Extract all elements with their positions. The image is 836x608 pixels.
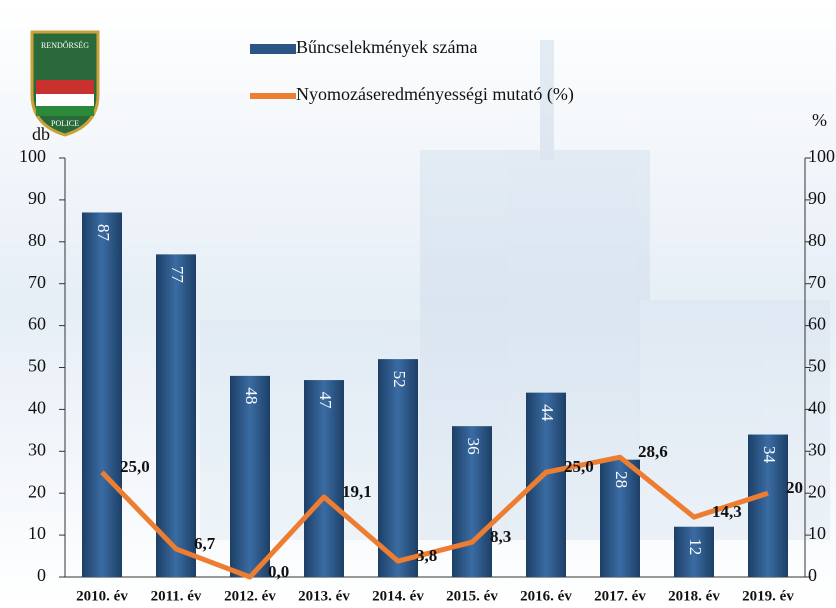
bar-label: 12	[686, 538, 705, 555]
x-tick-label: 2010. év	[76, 588, 128, 604]
bar	[304, 380, 344, 577]
data-label: 25,0	[564, 457, 594, 476]
x-tick-label: 2015. év	[446, 588, 498, 604]
bar-label: 48	[242, 387, 261, 404]
y-tick-label: 80	[28, 230, 46, 250]
y2-axis-label: %	[812, 110, 827, 130]
y2-tick-label: 30	[808, 439, 826, 459]
data-label: 3,8	[416, 546, 437, 565]
bar	[230, 375, 270, 577]
bar	[156, 254, 196, 577]
y-tick-label: 60	[28, 314, 46, 334]
y2-tick-label: 100	[808, 146, 835, 166]
data-label: 0,0	[268, 562, 289, 581]
bar	[748, 434, 788, 577]
data-label: 25,0	[120, 457, 150, 476]
y-tick-label: 0	[37, 565, 46, 585]
logo-text: POLICE	[51, 119, 79, 128]
logo-text: RENDŐRSÉG	[41, 40, 89, 50]
y-tick-label: 30	[28, 439, 46, 459]
bar-label: 52	[390, 371, 409, 388]
legend-swatch	[250, 44, 296, 54]
bar-label: 77	[168, 266, 187, 284]
y2-tick-label: 60	[808, 314, 826, 334]
legend-label: Bűncselekmények száma	[296, 37, 477, 57]
y2-tick-label: 20	[808, 481, 826, 501]
data-label: 14,3	[712, 502, 742, 521]
y-tick-label: 100	[19, 146, 46, 166]
bar	[600, 459, 640, 577]
x-tick-label: 2019. év	[742, 588, 794, 604]
data-label: 28,6	[638, 442, 668, 461]
y2-tick-label: 90	[808, 188, 826, 208]
x-tick-label: 2016. év	[520, 588, 572, 604]
legend-label: Nyomozáseredményességi mutató (%)	[296, 84, 574, 105]
y-tick-label: 90	[28, 188, 46, 208]
data-label: 6,7	[194, 534, 216, 553]
line	[100, 454, 769, 580]
y-tick-label: 70	[28, 272, 46, 292]
bar	[452, 426, 492, 577]
bar-label: 44	[538, 404, 557, 422]
bar-label: 34	[760, 446, 779, 464]
y2-tick-label: 50	[808, 356, 826, 376]
logo: RENDŐRSÉG POLICE	[30, 30, 100, 137]
y-tick-label: 50	[28, 356, 46, 376]
x-tick-label: 2011. év	[151, 588, 202, 604]
data-label: 19,1	[342, 482, 372, 501]
y-axis-label: db	[32, 124, 50, 144]
y2-tick-label: 80	[808, 230, 826, 250]
data-label: 20	[786, 478, 803, 497]
x-tick-label: 2017. év	[594, 588, 646, 604]
bar-label: 36	[464, 438, 483, 455]
data-label: 8,3	[490, 527, 511, 546]
bar	[378, 359, 418, 577]
y-tick-label: 10	[28, 523, 46, 543]
y2-tick-label: 40	[808, 398, 826, 418]
y-tick-label: 20	[28, 481, 46, 501]
x-tick-label: 2013. év	[298, 588, 350, 604]
bar	[82, 212, 122, 577]
y2-tick-label: 10	[808, 523, 826, 543]
bar-label: 47	[316, 392, 335, 410]
y-tick-label: 40	[28, 398, 46, 418]
bar-label: 28	[612, 471, 631, 488]
y2-tick-label: 0	[808, 565, 817, 585]
y2-tick-label: 70	[808, 272, 826, 292]
x-tick-label: 2014. év	[372, 588, 424, 604]
x-tick-label: 2018. év	[668, 588, 720, 604]
x-tick-label: 2012. év	[224, 588, 276, 604]
bar-label: 87	[94, 224, 113, 242]
bar	[674, 526, 714, 577]
